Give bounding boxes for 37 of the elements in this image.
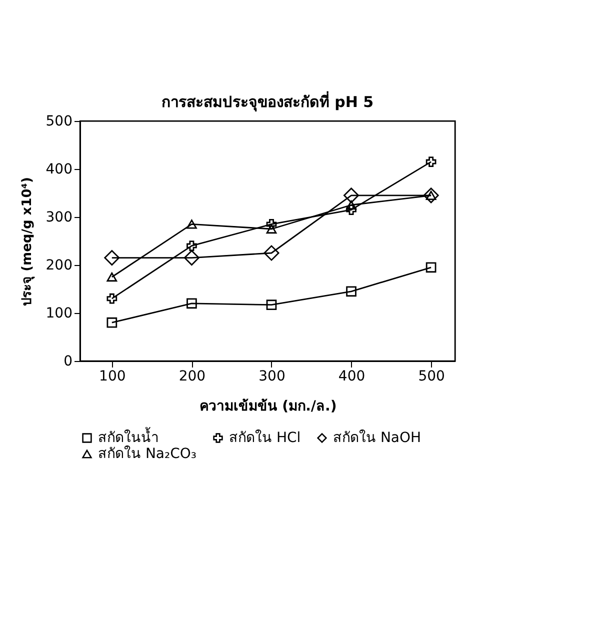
point (106, 272, 118, 282)
chart-title: การสะสมประจุของสะกัดที่ pH 5 (161, 91, 374, 112)
point (266, 224, 277, 234)
point (266, 300, 277, 310)
point (426, 156, 436, 167)
point (266, 219, 277, 230)
point (184, 250, 200, 266)
legend-label: สกัดใน Na₂CO₃ (98, 445, 197, 462)
y-tick-label: 200 (46, 258, 72, 274)
point (186, 240, 197, 251)
y-tick-label: 500 (46, 114, 72, 130)
y-axis-title: ประจุ (meq/g x10⁴) (20, 177, 35, 306)
point (106, 317, 118, 328)
point (426, 262, 436, 273)
legend-label: สกัดใน NaOH (333, 429, 422, 446)
legend-label: สกัดในน้ำ (98, 427, 159, 446)
legend-label: สกัดใน HCl (229, 429, 301, 446)
point (264, 245, 280, 261)
point (423, 188, 439, 204)
point (186, 298, 197, 309)
y-tick-label: 100 (46, 306, 72, 322)
point (106, 293, 118, 304)
point (186, 220, 197, 229)
y-tick-label: 300 (46, 210, 72, 226)
x-tick-label: 300 (258, 368, 286, 384)
x-axis-title: ความเข้มข้น (มก./ล.) (199, 398, 337, 414)
point (346, 204, 356, 215)
point (346, 200, 356, 210)
point (346, 286, 356, 297)
x-tick-label: 500 (418, 368, 445, 384)
x-tick-label: 400 (338, 368, 366, 384)
y-tick-label: 400 (46, 162, 72, 178)
x-tick-label: 200 (178, 368, 206, 384)
point (104, 250, 120, 266)
point (344, 188, 360, 204)
x-tick-label: 100 (99, 368, 126, 384)
y-tick-label: 0 (64, 354, 72, 370)
